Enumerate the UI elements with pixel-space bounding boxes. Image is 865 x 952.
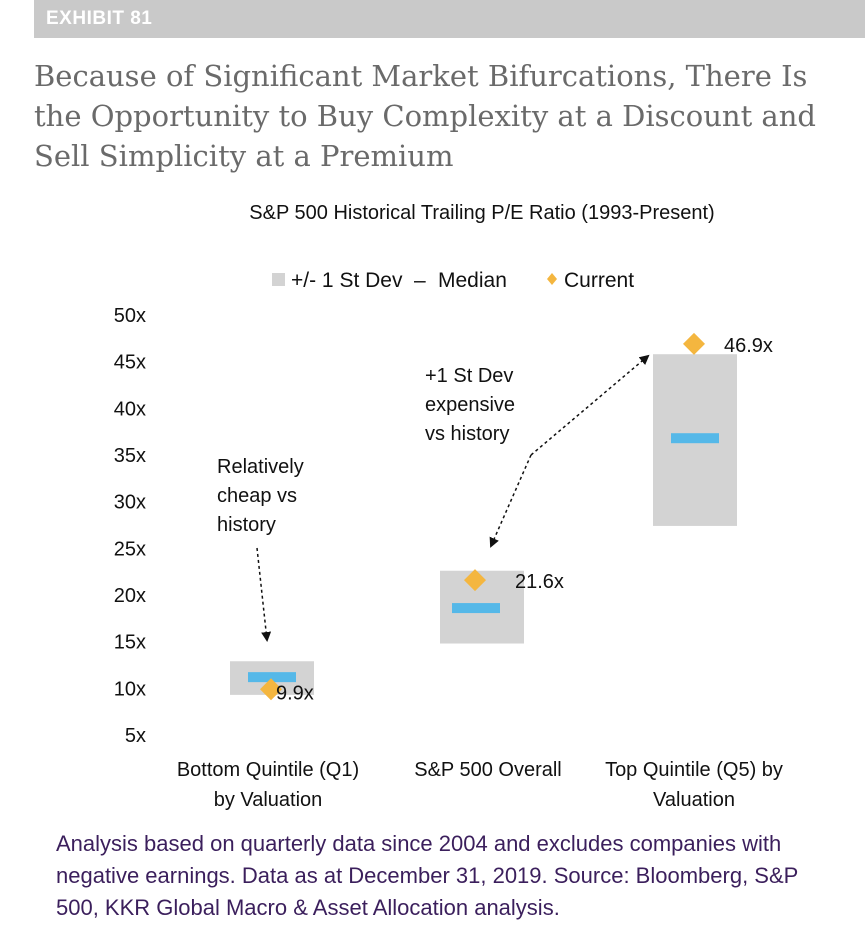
legend-label-median: Median [438,269,507,292]
exhibit-label: EXHIBIT 81 [46,8,153,29]
current-marker [464,569,486,592]
current-value-label: 21.6x [515,571,564,593]
annotation-expensive-text: vs history [425,423,509,445]
legend-swatch-range [272,273,285,286]
y-tick-label: 30x [114,492,146,514]
annotation-expensive-text: expensive [425,394,515,416]
annotation-cheap-text: Relatively [217,456,304,478]
median-marker [671,433,719,444]
y-tick-label: 50x [114,305,146,327]
exhibit-banner: EXHIBIT 81 [34,0,865,38]
category-label: Valuation [653,789,735,811]
legend-separator: – [414,269,426,292]
chart-title: S&P 500 Historical Trailing P/E Ratio (1… [249,202,714,224]
legend-label-current: Current [564,269,634,292]
y-tick-label: 5x [125,725,146,747]
annotation-expensive-text: +1 St Dev [425,365,513,387]
y-tick-label: 35x [114,445,146,467]
y-tick-label: 15x [114,632,146,654]
y-tick-label: 25x [114,538,146,560]
current-marker [683,332,705,355]
category-label: Top Quintile (Q5) by [605,759,783,781]
annotation-cheap-arrow [256,547,272,642]
legend-swatch-current [547,273,557,285]
current-marker [260,678,282,701]
median-marker [452,603,500,614]
category-label: by Valuation [214,789,323,811]
y-tick-label: 20x [114,585,146,607]
annotation-expensive-arrow-up [530,354,650,456]
y-tick-label: 10x [114,678,146,700]
annotation-cheap-text: cheap vs [217,485,297,507]
y-tick-label: 40x [114,398,146,420]
median-marker [248,672,296,683]
current-value-label: 9.9x [276,682,314,704]
annotation-cheap-text: history [217,514,276,536]
category-label: S&P 500 Overall [414,759,562,781]
footnote: Analysis based on quarterly data since 2… [56,831,798,920]
headline: Because of Significant Market Bifurcatio… [34,59,816,173]
annotation-expensive-arrow-down [489,454,532,548]
category-label: Bottom Quintile (Q1) [177,759,359,781]
legend-label-range: +/- 1 St Dev [291,269,403,292]
pe-ratio-chart: S&P 500 Historical Trailing P/E Ratio (1… [114,202,783,811]
current-value-label: 46.9x [724,335,773,357]
y-tick-label: 45x [114,352,146,374]
